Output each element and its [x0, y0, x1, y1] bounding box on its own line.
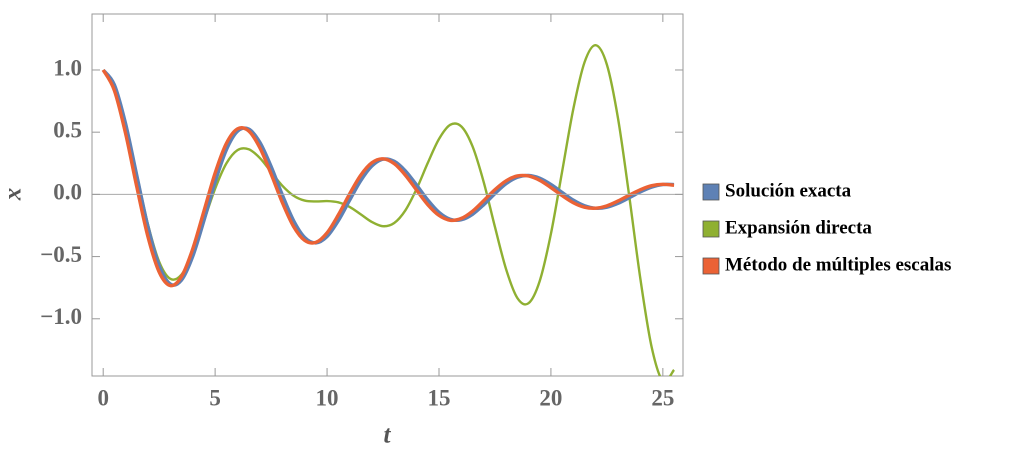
x-axis-label: t [384, 422, 392, 449]
y-tick-label: 1.0 [53, 55, 82, 80]
plot-frame [91, 13, 684, 377]
y-tick-label: −1.0 [40, 304, 82, 329]
series-line [101, 68, 675, 287]
x-tick-label: 25 [651, 385, 674, 410]
legend-swatch [702, 183, 720, 201]
legend-label: Expansión directa [725, 217, 872, 238]
series-line [102, 44, 676, 376]
y-tick-label: −0.5 [40, 242, 82, 267]
x-tick-label: 10 [316, 385, 339, 410]
plot-area [101, 44, 676, 376]
legend-label: Solución exacta [725, 180, 852, 201]
x-tick-label: 15 [427, 385, 450, 410]
legend-swatch [702, 220, 720, 238]
x-tick-label: 0 [97, 385, 109, 410]
y-tick-label: 0.5 [53, 117, 82, 142]
y-axis-label: x [0, 188, 27, 202]
legend-swatch [702, 257, 720, 275]
x-tick-label: 5 [209, 385, 221, 410]
y-tick-label: 0.0 [53, 180, 82, 205]
series-line [101, 69, 675, 288]
x-tick-label: 20 [539, 385, 562, 410]
legend-label: Método de múltiples escalas [725, 254, 951, 275]
